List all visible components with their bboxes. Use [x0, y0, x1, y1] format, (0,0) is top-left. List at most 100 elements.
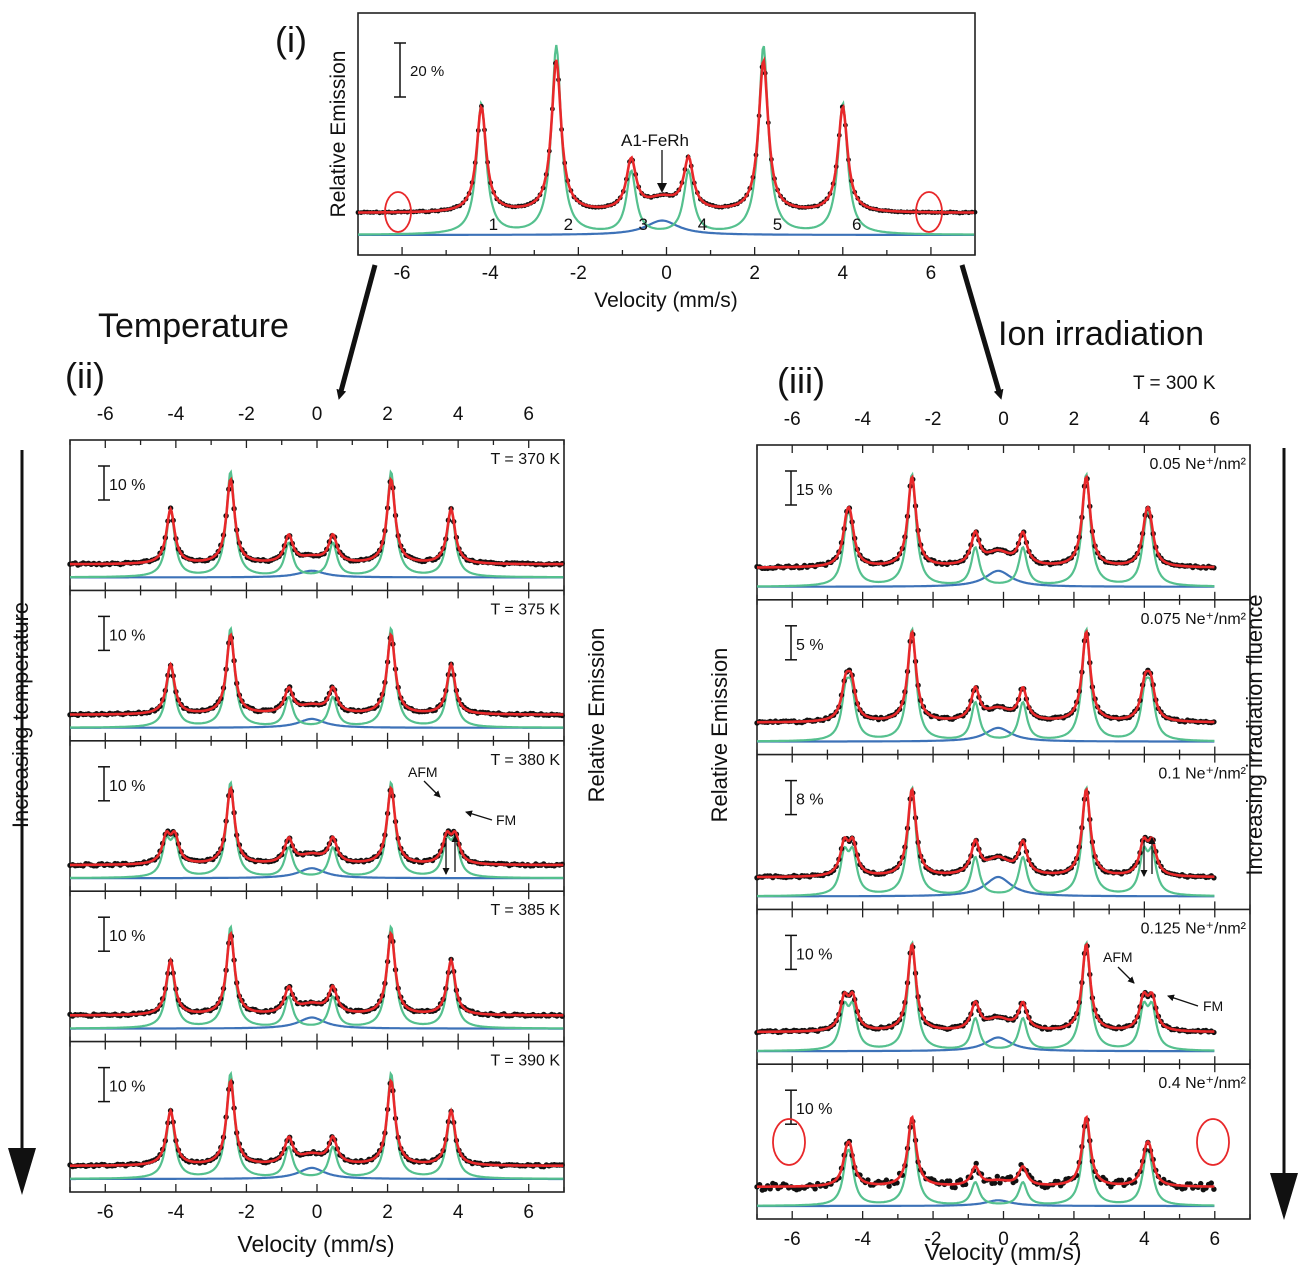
x-tick-label: -2: [238, 404, 255, 425]
sextet-curve: [757, 1116, 1215, 1207]
sextet-curve: [757, 785, 1215, 898]
sextet-line-label: 1: [489, 215, 498, 234]
sextet-line-label: 4: [698, 215, 707, 234]
x-tick-label: -4: [167, 1202, 184, 1223]
doublet-curve: [70, 1166, 564, 1181]
sextet-curve: [70, 469, 564, 579]
x-tick-label: 0: [998, 1229, 1009, 1250]
doublet-curve: [70, 569, 564, 579]
data-point: [952, 1184, 958, 1191]
subpanel: 0.075 Ne⁺/nm² 5 %: [754, 598, 1251, 755]
scale-bar-label: 10 %: [109, 778, 145, 795]
data-point: [1118, 1177, 1125, 1184]
x-tick-label: -2: [570, 263, 587, 284]
panel-ii-afm-arrow: [423, 780, 441, 798]
x-tick-label: 6: [523, 404, 534, 425]
scale-bar-label: 10 %: [109, 928, 145, 945]
fit-curve: [757, 474, 1215, 569]
panel-iii-afm-label: AFM: [1103, 949, 1133, 965]
panel-ii-label: (ii): [65, 355, 105, 396]
data-point: [1198, 1180, 1204, 1187]
data-point: [812, 1186, 818, 1192]
data-points: [754, 1117, 1217, 1193]
x-tick-label: 4: [453, 404, 464, 425]
x-tick-label: -4: [854, 409, 871, 430]
panel-i-ylabel: Relative Emission: [327, 51, 350, 218]
data-point: [1211, 1186, 1217, 1192]
doublet-curve: [757, 726, 1215, 743]
sextet-line-label: 3: [639, 215, 648, 234]
doublet-curve: [70, 867, 564, 880]
subpanel-label: 0.075 Ne⁺/nm²: [1141, 611, 1247, 628]
x-tick-label: -6: [784, 1229, 801, 1250]
increasing-fluence-label: Increasing irradiation fluence: [1242, 594, 1267, 875]
panel-ii-afm-label: AFM: [408, 764, 438, 780]
x-tick-label: 2: [382, 1202, 393, 1223]
fit-curve: [757, 1114, 1215, 1188]
x-tick-label: -2: [925, 409, 942, 430]
x-tick-label: -4: [167, 404, 184, 425]
panel-iii-highlight-right: [1196, 1118, 1230, 1166]
x-tick-label: 6: [926, 263, 937, 284]
subpanel-label: T = 380 K: [490, 752, 560, 769]
a1-ferh-label: A1-FeRh: [621, 131, 689, 150]
doublet-curve: [757, 875, 1215, 898]
scale-bar-label: 10 %: [796, 1101, 832, 1118]
x-tick-label: -6: [394, 263, 411, 284]
fit-curve: [757, 941, 1215, 1034]
subpanel-label: 0.05 Ne⁺/nm²: [1150, 456, 1247, 473]
subpanel-label: 0.4 Ne⁺/nm²: [1158, 1075, 1246, 1092]
x-tick-label: 0: [998, 409, 1009, 430]
sextet-curve: [757, 940, 1215, 1052]
arrow-to-temperature: [336, 264, 378, 400]
increasing-temperature-label: Increasing temperature: [8, 602, 33, 828]
panel-ii-xlabel: Velocity (mm/s): [237, 1231, 394, 1257]
subpanel-label: T = 370 K: [490, 451, 560, 468]
fit-curve: [70, 930, 564, 1017]
arrow-to-irradiation: [959, 264, 1004, 400]
x-tick-label: 2: [1069, 1229, 1080, 1250]
panel-i-plot: 1 2 3 4 5 6: [355, 44, 978, 236]
scale-bar-label: 15 %: [796, 482, 832, 499]
x-tick-label: 6: [1209, 409, 1220, 430]
x-tick-label: -4: [482, 263, 499, 284]
x-tick-label: -6: [97, 1202, 114, 1223]
x-tick-label: -6: [97, 404, 114, 425]
t300-label: T = 300 K: [1133, 373, 1216, 394]
subpanel: 0.125 Ne⁺/nm² 10 %: [754, 908, 1251, 1065]
data-points: [754, 790, 1217, 881]
panel-iii-fm-arrow: [1167, 994, 1199, 1007]
sextet-curve: [70, 1070, 564, 1180]
subpanel-label: T = 385 K: [490, 902, 560, 919]
doublet-curve: [70, 1016, 564, 1030]
sextet-curve: [70, 780, 564, 879]
data-point: [886, 1183, 892, 1189]
panel-i-scale-label: 20 %: [410, 63, 444, 80]
panel-i-ticks: -6 -4 -2 0 2 4 6: [357, 247, 976, 284]
data-point: [992, 1180, 998, 1186]
x-tick-label: 6: [1209, 1229, 1220, 1250]
x-tick-label: 0: [661, 263, 672, 284]
panel-iii-xlabel: Velocity (mm/s): [924, 1239, 1081, 1265]
fit-curve: [358, 56, 975, 214]
panel-iii-plot: -6 -4 -2 0 2 4 6 -6 -4 -2 0 2 4 6 0.05 Ne⁺/nm² 15 % 0.07…: [754, 409, 1251, 1250]
fit-curve: [757, 786, 1215, 879]
x-tick-label: 4: [1139, 1229, 1150, 1250]
increasing-fluence-arrowhead: [1270, 1173, 1298, 1220]
x-tick-label: 0: [312, 1202, 323, 1223]
panel-i-label: (i): [275, 19, 307, 60]
doublet-curve: [358, 219, 975, 236]
data-points: [67, 635, 565, 719]
panel-iii-ylabel: Relative Emission: [707, 648, 732, 823]
x-tick-label: 6: [523, 1202, 534, 1223]
fit-curve: [70, 476, 564, 566]
panel-ii-plot: -6 -4 -2 0 2 4 6-6 -4 -2 0 2 4 6T = 370 K10 %T = 375…: [67, 404, 565, 1223]
highlight-circle-left: [384, 191, 412, 233]
data-points: [67, 787, 565, 869]
subpanel: T = 380 K 10 %: [67, 739, 565, 892]
scale-bar-label: 10 %: [796, 946, 832, 963]
x-tick-label: 4: [453, 1202, 464, 1223]
panel-iii-highlight-left: [772, 1118, 806, 1166]
sextet-curve: [757, 471, 1215, 588]
